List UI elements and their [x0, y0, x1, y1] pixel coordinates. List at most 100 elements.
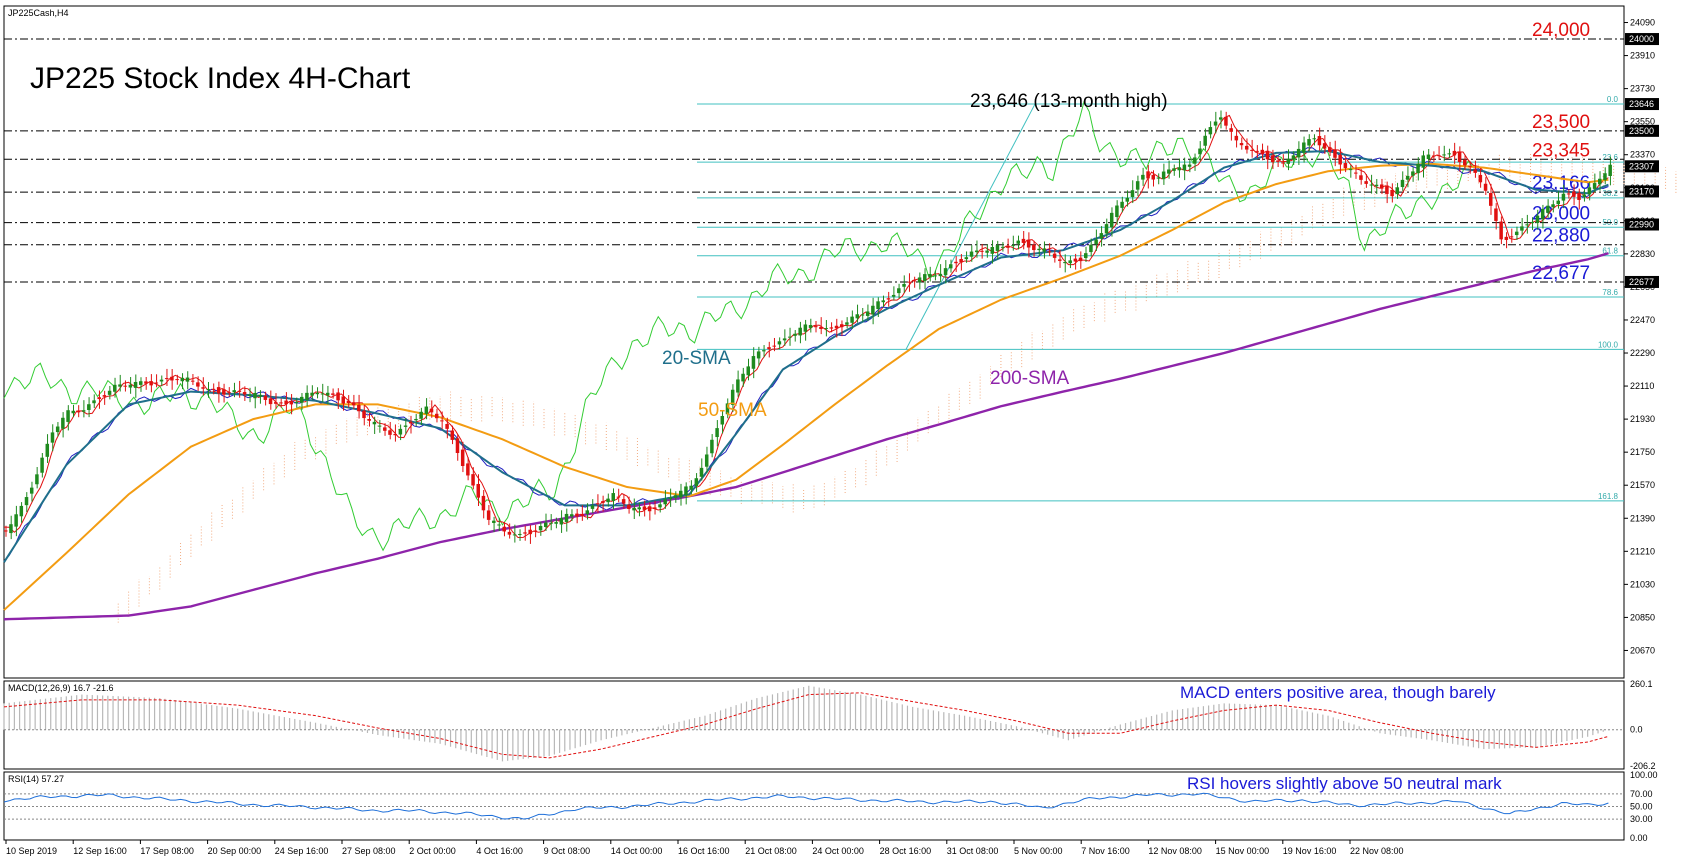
price-box-label: 23500 — [1629, 126, 1654, 136]
fib-label: 78.6 — [1602, 288, 1618, 297]
fib-label: 100.0 — [1598, 340, 1619, 349]
y-tick-label: 21570 — [1630, 480, 1655, 490]
candle-body — [164, 378, 169, 380]
candle-body — [1603, 173, 1607, 181]
x-tick-label: 14 Oct 00:00 — [611, 846, 663, 856]
candle-body — [1379, 184, 1384, 189]
y-tick-label: 23370 — [1630, 150, 1655, 160]
x-tick-label: 4 Oct 16:00 — [476, 846, 523, 856]
candle-body — [756, 351, 761, 359]
candle-body — [1546, 205, 1550, 213]
candle-body — [928, 274, 932, 278]
main-panel — [3, 5, 1625, 679]
candle-body — [590, 505, 595, 509]
candle-body — [113, 384, 117, 392]
candle-body — [336, 392, 340, 401]
candle-body — [289, 401, 294, 405]
candle-body — [954, 261, 958, 264]
candle-body — [81, 410, 86, 412]
candle-body — [621, 499, 626, 504]
candle-body — [50, 432, 55, 443]
candle-body — [1302, 142, 1306, 153]
level-label: 23,345 — [1532, 140, 1590, 161]
candle-body — [357, 404, 361, 412]
candle-body — [92, 400, 96, 404]
price-box — [1625, 98, 1659, 111]
candle-body — [455, 438, 460, 454]
candle-body — [549, 522, 553, 524]
candle-body — [715, 428, 719, 438]
candle-body — [1551, 204, 1555, 208]
y-tick-label: 22110 — [1630, 381, 1654, 391]
candle-body — [403, 425, 408, 427]
y-tick-label: 23550 — [1630, 117, 1655, 127]
price-box-label: 23307 — [1629, 161, 1654, 171]
price-box-label: 24000 — [1629, 34, 1654, 44]
annotation-macd: MACD enters positive area, though barely — [1180, 683, 1496, 702]
candle-body — [855, 314, 860, 319]
rsi-label: RSI(14) 57.27 — [8, 774, 64, 784]
candle-body — [969, 251, 974, 257]
candle-body — [274, 402, 278, 404]
price-box — [1625, 124, 1659, 137]
candle-body — [730, 389, 735, 405]
candle-body — [471, 474, 475, 486]
candle-body — [658, 504, 662, 508]
candle-body — [1291, 155, 1296, 160]
y-tick-label: 22830 — [1630, 249, 1655, 259]
candle-body — [502, 526, 506, 532]
annotation-high: 23,646 (13-month high) — [970, 91, 1168, 112]
rsi-axis-label: 30.00 — [1630, 814, 1653, 824]
candle-body — [897, 288, 901, 294]
candle-body — [917, 277, 922, 283]
candle-body — [689, 485, 693, 490]
candle-body — [647, 506, 652, 512]
candle-body — [409, 421, 413, 424]
x-tick-label: 22 Nov 08:00 — [1350, 846, 1404, 856]
candle-body — [1156, 177, 1161, 179]
candle-body — [704, 454, 709, 467]
candle-body — [237, 390, 242, 392]
y-tick-label: 21390 — [1630, 513, 1655, 523]
candle-body — [19, 505, 24, 517]
candle-body — [1224, 116, 1228, 126]
candle-body — [1499, 221, 1503, 240]
candle-body — [66, 410, 70, 422]
annotation-sma20: 20-SMA — [662, 348, 731, 369]
candle-body — [606, 498, 610, 503]
candle-body — [1359, 175, 1363, 180]
candle-body — [362, 410, 366, 419]
candle-body — [1338, 154, 1342, 165]
candle-body — [1431, 155, 1436, 157]
price-box-label: 22677 — [1629, 277, 1654, 287]
candle-body — [258, 394, 262, 397]
candle-body — [1598, 178, 1602, 185]
level-label: 23,166 — [1532, 173, 1590, 194]
candle-body — [284, 400, 288, 405]
candle-body — [133, 381, 138, 388]
symbol-label: JP225Cash,H4 — [8, 8, 69, 18]
candle-body — [788, 336, 792, 338]
candle-body — [699, 467, 704, 477]
candle-body — [263, 395, 268, 400]
candle-body — [876, 301, 880, 310]
candle-body — [1141, 174, 1145, 180]
candle-body — [777, 341, 782, 345]
candle-body — [486, 510, 491, 520]
candle-body — [1561, 193, 1566, 201]
y-tick-label: 20850 — [1630, 612, 1655, 622]
candle-body — [1483, 183, 1488, 191]
candle-body — [1572, 191, 1576, 197]
y-tick-label: 21030 — [1630, 579, 1655, 589]
candle-body — [1463, 159, 1467, 166]
candle-body — [35, 474, 39, 485]
candle-body — [367, 419, 371, 421]
candle-body — [450, 430, 455, 440]
candle-body — [881, 300, 885, 303]
x-tick-label: 21 Oct 08:00 — [745, 846, 797, 856]
candle-body — [1468, 166, 1472, 168]
y-tick-label: 23910 — [1630, 51, 1655, 61]
candle-body — [751, 356, 756, 369]
candle-body — [1296, 148, 1301, 158]
candle-body — [585, 510, 590, 514]
